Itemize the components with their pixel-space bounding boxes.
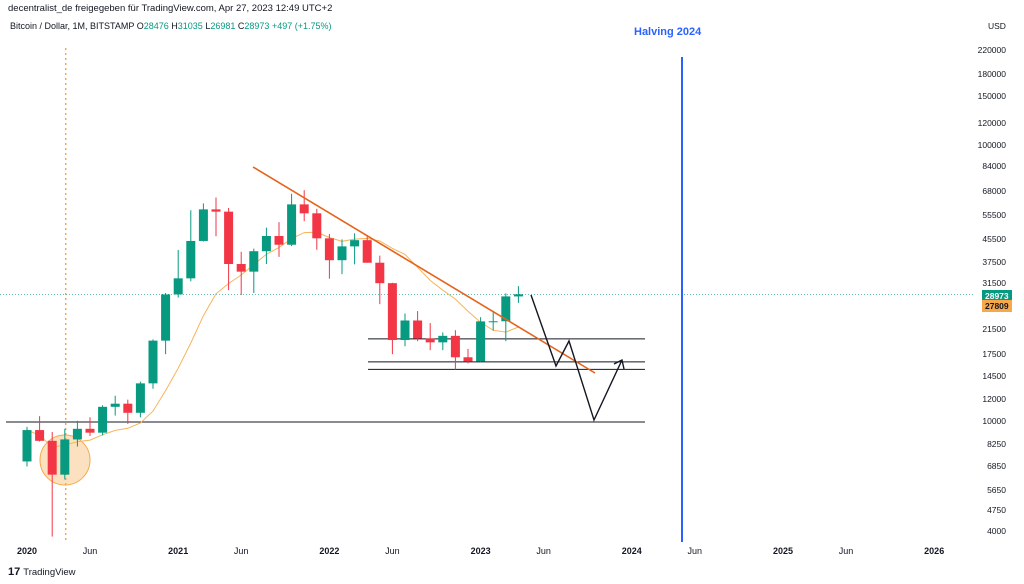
open-value: 28476 (143, 21, 169, 31)
candle-body[interactable] (224, 211, 234, 265)
price-tick-label: 6850 (987, 461, 1006, 472)
time-tick-label: 2021 (168, 546, 189, 556)
candle-body[interactable] (161, 294, 171, 341)
time-tick-label: 2025 (772, 546, 794, 556)
candle-body[interactable] (249, 251, 259, 272)
price-tick-label: 84000 (982, 160, 1006, 171)
time-tick-label: Jun (838, 546, 854, 556)
candle-body[interactable] (135, 383, 145, 413)
price-tick-label: 5650 (987, 484, 1006, 495)
candle-body[interactable] (400, 320, 410, 341)
price-tick-label: 180000 (977, 69, 1006, 80)
price-tick-label: 12000 (982, 394, 1006, 405)
time-tick-label: 2026 (924, 546, 945, 556)
open-label: O (136, 21, 144, 31)
candle-body[interactable] (211, 209, 221, 212)
time-tick-label: 2024 (621, 546, 642, 556)
candle-body[interactable] (261, 236, 271, 252)
close-label: C (237, 21, 245, 31)
candle-body[interactable] (186, 240, 196, 279)
candle-body[interactable] (476, 321, 486, 362)
low-value: 26981 (210, 21, 236, 31)
candle-body[interactable] (236, 264, 246, 272)
candle-body[interactable] (274, 236, 284, 245)
halving-annotation: Halving 2024 (634, 26, 702, 38)
candle-body[interactable] (438, 335, 448, 343)
price-tick-label: 150000 (977, 90, 1006, 101)
candle-body[interactable] (337, 246, 347, 261)
candle-body[interactable] (123, 403, 133, 413)
candle-body[interactable] (488, 321, 498, 323)
candle-body[interactable] (513, 294, 523, 297)
tradingview-logo-icon: 17 (8, 566, 21, 578)
price-tick-label: 37500 (982, 257, 1006, 268)
price-tick-label: 10000 (982, 416, 1006, 427)
publish-line: decentralist_de freigegeben für TradingV… (8, 3, 333, 14)
price-tick-label: 8250 (987, 439, 1006, 450)
candle-body[interactable] (72, 428, 82, 440)
candle-body[interactable] (463, 357, 473, 362)
candle-body[interactable] (47, 440, 57, 475)
change-value: +497 (+1.75%) (271, 21, 332, 31)
price-tick-label: 14500 (982, 371, 1006, 382)
low-label: L (205, 21, 211, 31)
high-value: 31035 (177, 21, 203, 31)
candle-body[interactable] (110, 403, 120, 407)
time-tick-label: Jun (687, 546, 703, 556)
candle-body[interactable] (324, 238, 334, 261)
candle-body[interactable] (60, 439, 70, 475)
price-tick-label: 220000 (977, 45, 1006, 55)
price-tick-label: 45500 (982, 234, 1006, 245)
price-tick-label: 100000 (977, 139, 1006, 150)
moving-average-line (26, 231, 519, 448)
candle-body[interactable] (173, 278, 183, 295)
ma-price-tag: 27809 (982, 300, 1012, 312)
time-tick-label: 2022 (319, 546, 340, 556)
time-tick-label: Jun (233, 546, 249, 556)
price-tick-label: 21500 (982, 324, 1006, 335)
candle-body[interactable] (375, 262, 385, 284)
candle-body[interactable] (287, 204, 297, 245)
candle-body[interactable] (35, 430, 45, 441)
high-label: H (171, 21, 178, 31)
descending-trendline[interactable] (252, 166, 596, 374)
currency-label: USD (988, 21, 1006, 31)
candle-body[interactable] (450, 335, 460, 358)
symbol-legend: Bitcoin / Dollar, 1M, BITSTAMP O28476 H3… (10, 21, 331, 31)
price-tick-label: 31500 (982, 278, 1006, 289)
time-tick-label: Jun (536, 546, 551, 556)
price-tick-label: 17500 (982, 348, 1006, 359)
candle-body[interactable] (362, 240, 372, 263)
price-tick-label: 120000 (977, 117, 1006, 128)
price-tick-label: 55500 (982, 210, 1006, 221)
symbol-name: Bitcoin / Dollar, 1M, BITSTAMP (10, 21, 135, 31)
time-tick-label: 2020 (16, 546, 38, 556)
candle-body[interactable] (413, 320, 423, 339)
price-tick-label: 68000 (982, 185, 1006, 196)
candle-body[interactable] (98, 406, 108, 433)
candle-body[interactable] (501, 296, 511, 322)
price-tick-label: 4000 (987, 526, 1006, 536)
candle-body[interactable] (198, 209, 208, 241)
candle-body[interactable] (85, 428, 95, 433)
candle-body[interactable] (425, 338, 435, 343)
candle-body[interactable] (299, 204, 309, 214)
candle-body[interactable] (387, 283, 397, 341)
time-tick-label: Jun (82, 546, 98, 556)
candle-body[interactable] (22, 430, 32, 462)
projection-path[interactable] (530, 294, 623, 422)
close-value: 28973 (244, 21, 270, 31)
price-tick-label: 4750 (987, 505, 1006, 516)
candle-body[interactable] (148, 340, 158, 384)
last-price-tag: 28973 (982, 290, 1012, 302)
footer-brand[interactable]: 17 TradingView (8, 566, 76, 578)
time-tick-label: Jun (385, 546, 400, 556)
candle-body[interactable] (350, 240, 360, 247)
candle-body[interactable] (312, 213, 322, 239)
brand-name: TradingView (23, 566, 76, 578)
time-tick-label: 2023 (470, 546, 491, 556)
projection-arrowhead (613, 358, 625, 370)
